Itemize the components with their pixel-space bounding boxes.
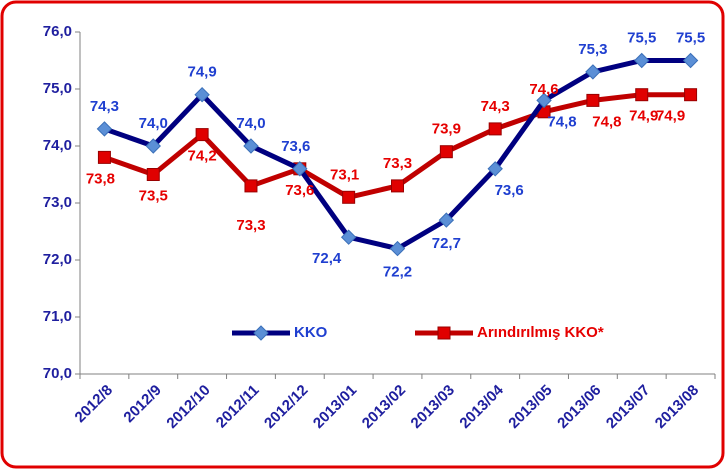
marker [243, 138, 259, 154]
data-label: 74,3 [481, 98, 510, 115]
data-label: 75,5 [676, 29, 705, 46]
data-label: 73,6 [281, 138, 310, 155]
marker [391, 179, 404, 193]
data-label: 73,6 [495, 182, 524, 199]
data-label: 73,8 [86, 170, 115, 187]
marker [342, 190, 356, 204]
marker [438, 212, 455, 228]
data-label: 74,9 [656, 108, 685, 125]
marker [536, 92, 552, 109]
data-label: 75,3 [578, 41, 607, 58]
data-label: 73,5 [139, 187, 168, 204]
marker [684, 88, 698, 102]
marker [145, 138, 161, 154]
data-label: 73,3 [236, 217, 265, 234]
marker [97, 150, 111, 164]
marker [194, 86, 210, 103]
marker [586, 93, 600, 107]
marker [437, 326, 451, 340]
y-tick-label: 73,0 [43, 194, 72, 211]
marker [682, 52, 699, 69]
y-tick-label: 75,0 [43, 80, 72, 97]
marker [487, 161, 503, 177]
data-label: 73,1 [330, 166, 359, 183]
legend-label: KKO [294, 324, 328, 341]
data-label: 75,5 [627, 29, 656, 46]
marker [634, 52, 650, 69]
marker [585, 64, 601, 80]
data-label: 73,3 [383, 155, 412, 172]
data-label: 74,8 [592, 113, 621, 130]
marker [146, 168, 160, 181]
data-label: 74,9 [629, 108, 658, 125]
data-label: 74,8 [547, 113, 576, 130]
marker [244, 179, 258, 193]
marker [488, 122, 502, 136]
marker [195, 128, 209, 142]
marker [389, 240, 406, 257]
data-label: 72,7 [432, 235, 461, 252]
y-tick-label: 74,0 [43, 137, 72, 154]
marker [292, 161, 308, 177]
data-label: 74,9 [188, 64, 217, 81]
data-label: 73,6 [285, 182, 314, 199]
marker [340, 229, 357, 245]
y-tick-label: 71,0 [43, 308, 72, 325]
data-label: 74,0 [139, 115, 168, 132]
data-label: 74,2 [188, 148, 217, 165]
marker [96, 121, 113, 137]
data-label: 72,4 [312, 250, 342, 267]
legend-label: Arındırılmış KKO* [477, 324, 604, 341]
marker [439, 145, 453, 159]
data-label: 74,3 [90, 98, 119, 115]
data-label: 74,6 [529, 81, 558, 98]
data-label: 73,9 [432, 121, 461, 138]
y-tick-label: 76,0 [43, 23, 72, 40]
marker [253, 325, 269, 341]
y-tick-label: 72,0 [43, 251, 72, 268]
marker [635, 88, 649, 102]
data-label: 72,2 [383, 264, 412, 281]
y-tick-label: 70,0 [43, 365, 72, 382]
data-label: 74,0 [236, 115, 265, 132]
